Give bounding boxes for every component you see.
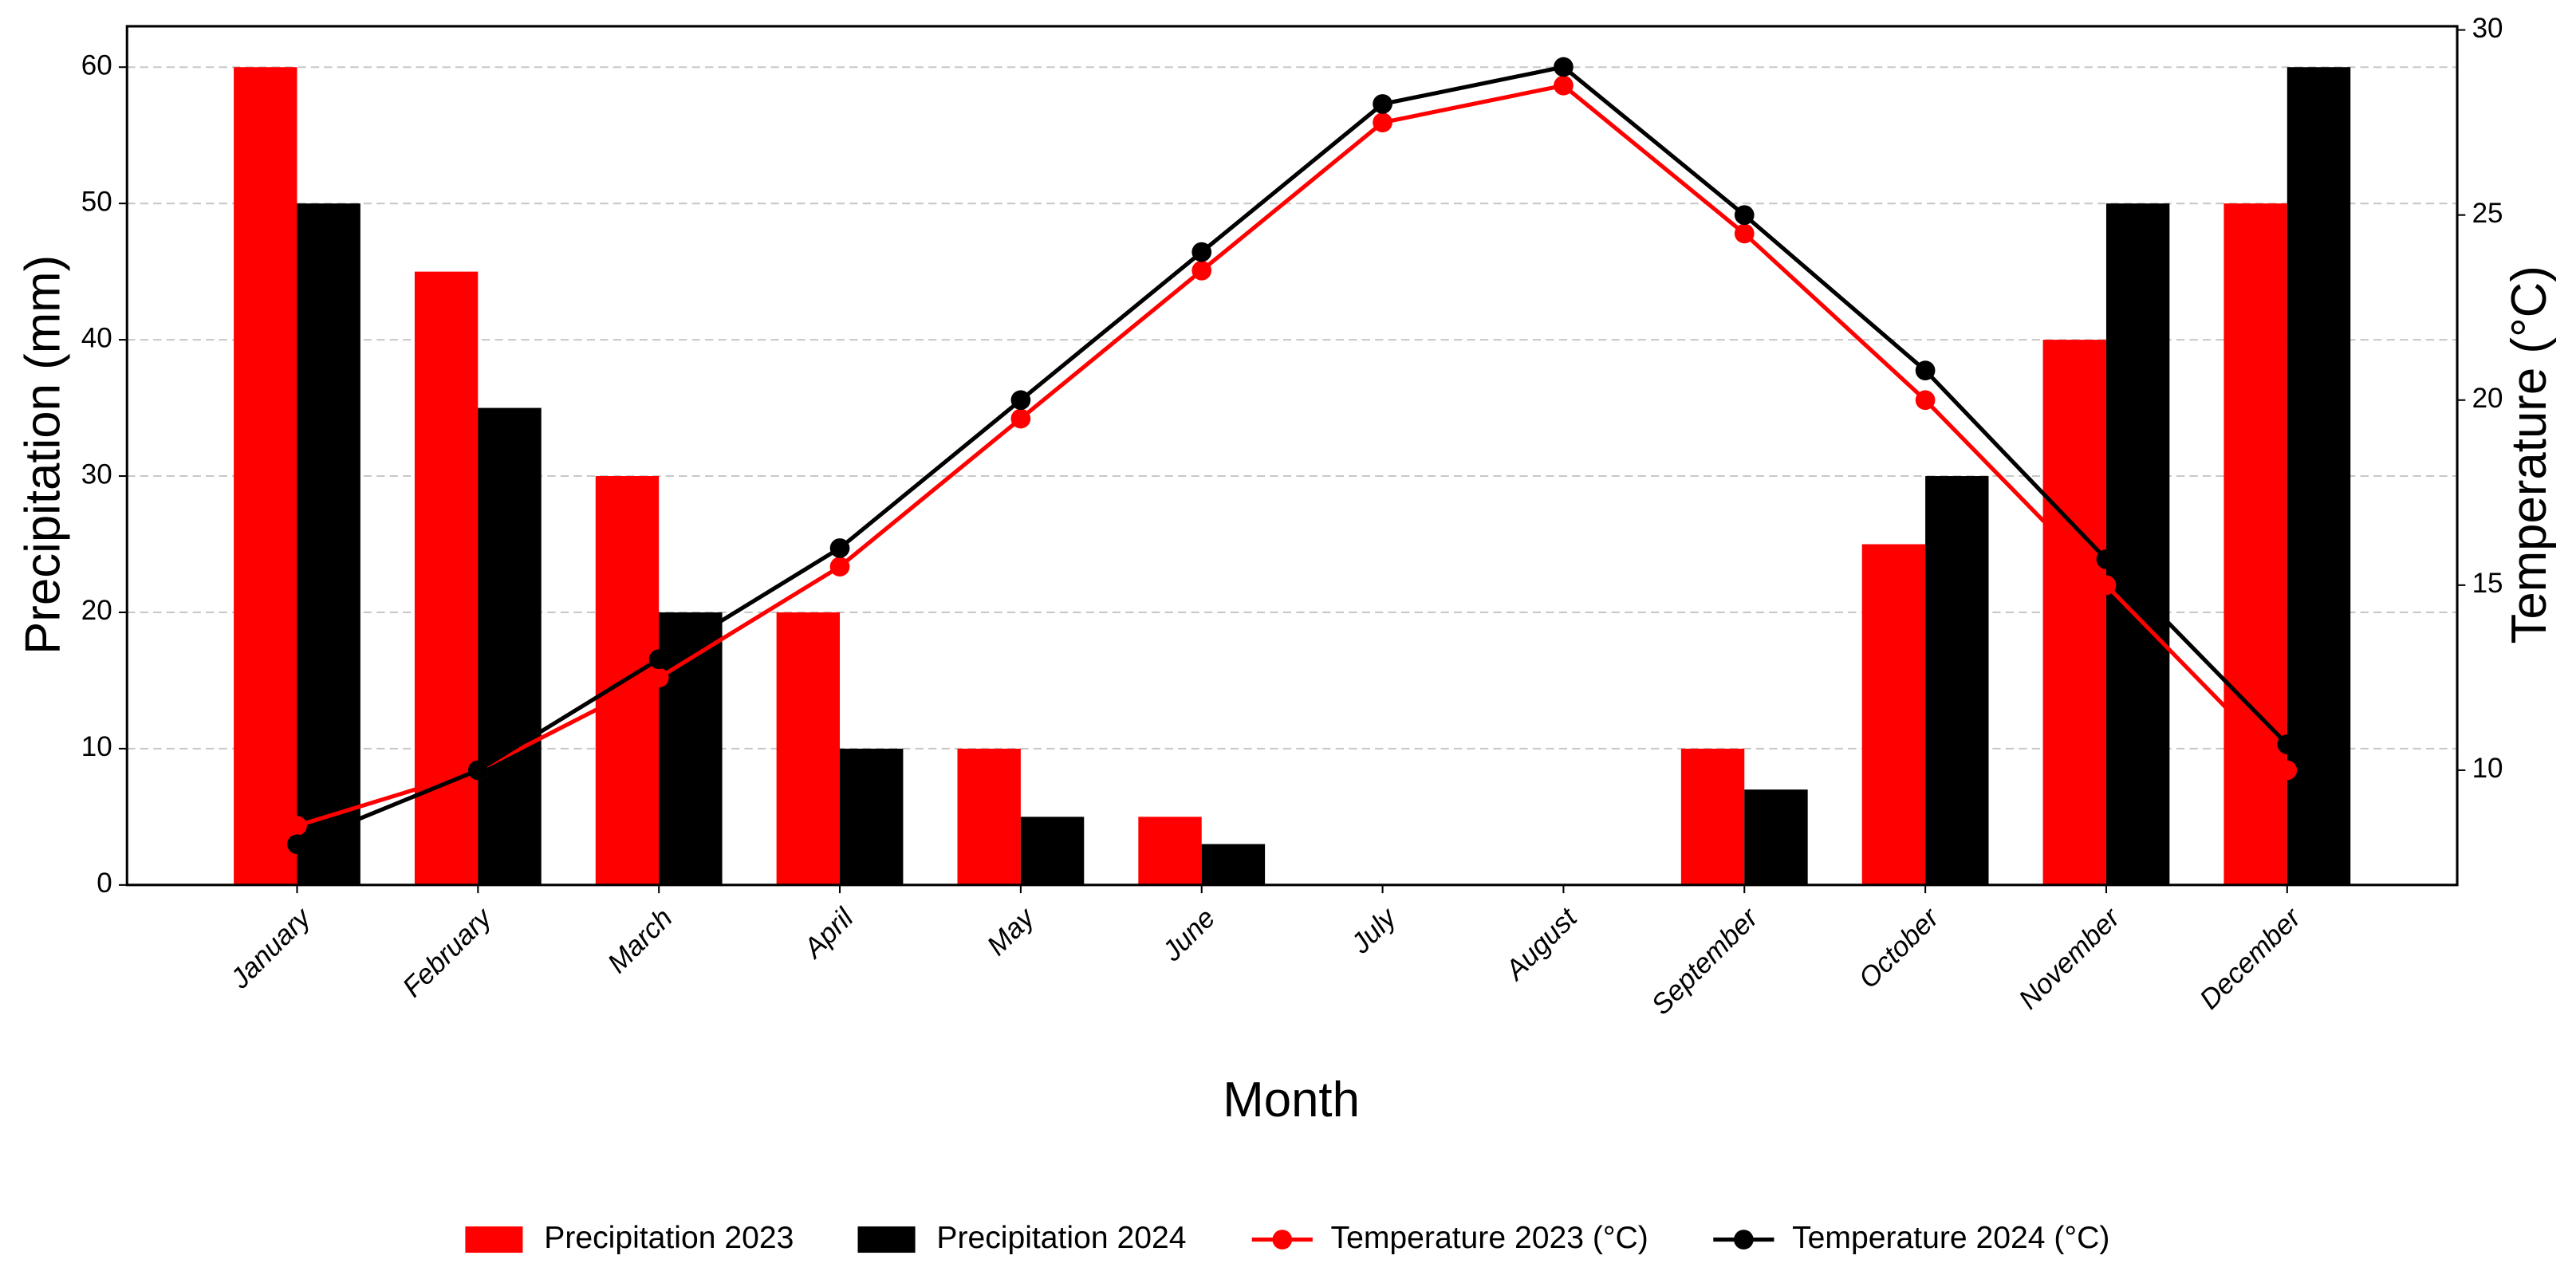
y2-tick-label: 20 [2472, 383, 2503, 414]
x-tick-label: July [1345, 901, 1404, 960]
x-tick-label: January [224, 901, 318, 995]
point [1915, 360, 1936, 380]
point [1554, 75, 1574, 96]
y-tick-label: 20 [81, 595, 112, 626]
x-tick-label: December [2194, 902, 2308, 1016]
bar [1925, 476, 1989, 885]
legend-label: Precipitation 2023 [544, 1221, 794, 1255]
y2-tick-label: 25 [2472, 198, 2503, 229]
bar [1680, 748, 1745, 885]
bar [1020, 817, 1085, 885]
bar [840, 748, 904, 885]
bar [1201, 844, 1266, 885]
bar [1138, 817, 1202, 885]
bar [2042, 340, 2106, 885]
y2-axis-label: Temperature (°C) [2502, 266, 2557, 643]
point [1010, 390, 1031, 411]
legend-label: Precipitation 2024 [936, 1221, 1186, 1255]
point [2277, 760, 2298, 781]
bar [478, 407, 542, 885]
point [287, 816, 307, 836]
point [467, 760, 488, 781]
y-tick-label: 40 [81, 322, 112, 353]
x-tick-label: April [797, 902, 860, 965]
point [2096, 575, 2117, 596]
y-tick-label: 0 [97, 868, 112, 899]
point [2277, 734, 2298, 754]
x-tick-label: September [1645, 902, 1765, 1021]
y-axis-label: Precipitation (mm) [16, 255, 71, 655]
point [1010, 408, 1031, 429]
y-tick-label: 50 [81, 186, 112, 217]
line [296, 83, 2289, 828]
legend-label: Temperature 2023 (°C) [1331, 1221, 1648, 1255]
point [1191, 242, 1212, 262]
bar [957, 748, 1021, 885]
bar [1744, 789, 1808, 885]
bar [234, 67, 297, 885]
point [1554, 57, 1574, 77]
y-tick-label: 30 [81, 458, 112, 490]
y-tick-label: 60 [81, 49, 112, 81]
y2-tick-label: 10 [2472, 753, 2503, 784]
bar [2286, 67, 2351, 885]
y2-tick-label: 15 [2472, 568, 2503, 599]
x-tick-label: March [601, 903, 678, 979]
legend-swatch [857, 1226, 916, 1253]
legend-label: Temperature 2024 (°C) [1792, 1221, 2109, 1255]
point [648, 667, 669, 688]
point [2096, 549, 2117, 569]
bar [1861, 544, 1926, 885]
x-tick-label: October [1853, 902, 1946, 995]
bar [776, 612, 841, 885]
legend-swatch [1734, 1230, 1754, 1249]
legend-swatch [1272, 1230, 1293, 1249]
point [1734, 223, 1755, 244]
plot-frame [125, 25, 2459, 887]
point [1373, 94, 1392, 114]
x-tick-label: February [396, 901, 498, 1003]
x-tick-label: November [2013, 902, 2127, 1016]
x-tick-label: May [981, 901, 1042, 962]
y2-tick-label: 30 [2472, 13, 2503, 44]
point [287, 834, 307, 855]
bar [297, 203, 360, 885]
point [1734, 205, 1755, 226]
point [648, 649, 669, 670]
point [829, 538, 850, 558]
y-tick-label: 10 [81, 731, 112, 762]
x-axis-label: Month [1223, 1072, 1360, 1127]
legend-swatch [465, 1226, 523, 1253]
point [1373, 112, 1392, 132]
bar [2105, 203, 2170, 885]
bar [2223, 203, 2287, 885]
x-tick-label: August [1499, 902, 1584, 987]
line [296, 65, 2289, 847]
point [829, 557, 850, 577]
x-tick-label: June [1156, 903, 1221, 968]
point [1915, 390, 1936, 411]
point [1191, 260, 1212, 281]
